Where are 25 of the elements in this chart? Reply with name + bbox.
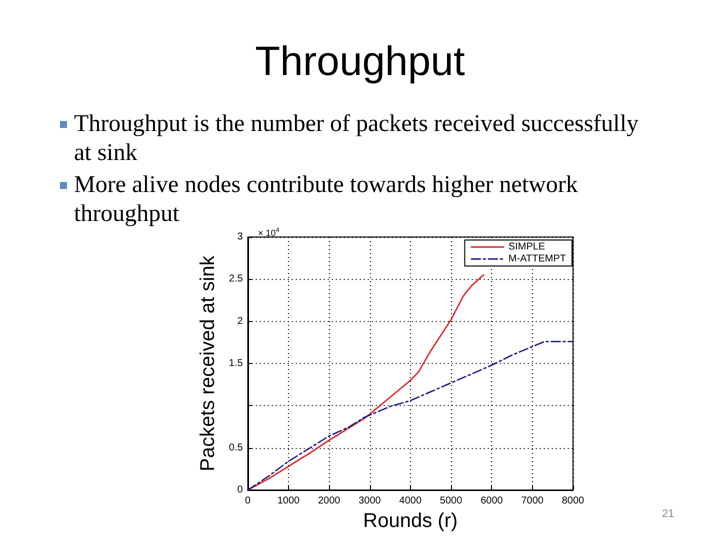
text: Throughput is the number of packets received successfully at sink — [74, 111, 638, 166]
x-tick-label: 7000 — [521, 496, 544, 506]
y-tick-label: 0.5 — [228, 442, 244, 454]
x-tick-label: 5000 — [440, 496, 463, 506]
x-tick-label: 3000 — [358, 496, 382, 506]
x-tick-label: 6000 — [480, 496, 504, 506]
x-tick-label: 0 — [245, 496, 252, 506]
legend-label: M-ATTEMPT — [508, 254, 566, 264]
text: 21 — [662, 508, 674, 520]
text: More alive nodes contribute towards higher network throughput — [74, 172, 578, 227]
annotation: × 10$^{4}$ — [258, 227, 280, 238]
x-tick-label: 2000 — [318, 496, 341, 506]
y-axis-title: Packets received at sink — [197, 254, 219, 472]
line-series — [247, 274, 484, 491]
x-tick-label: 4000 — [399, 496, 422, 506]
y-tick-label: 2.5 — [228, 274, 244, 285]
x-axis-title: Rounds (r) — [363, 510, 458, 532]
chart-title: Throughput — [254, 37, 466, 85]
x-tick-label: 8000 — [562, 496, 585, 506]
y-tick-label: 3 — [237, 232, 244, 242]
y-tick-label: 1.5 — [228, 358, 244, 369]
y-tick-label: 2 — [237, 316, 244, 327]
y-tick-label: 0 — [237, 484, 244, 496]
legend-label: SIMPLE — [508, 242, 546, 252]
x-tick-label: 1000 — [277, 496, 300, 506]
